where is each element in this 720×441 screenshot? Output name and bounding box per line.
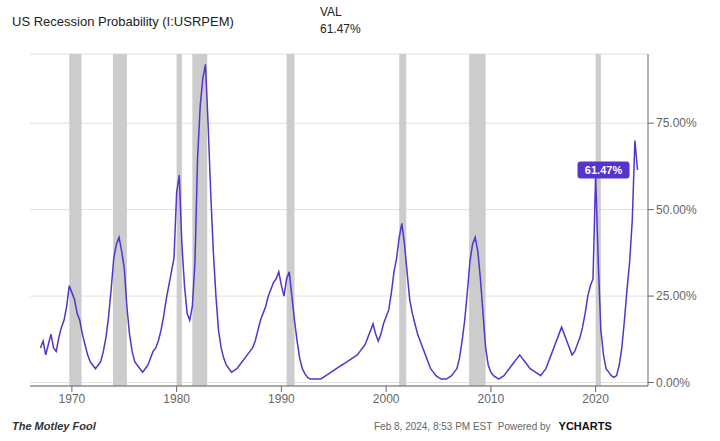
svg-text:50.00%: 50.00% — [656, 203, 697, 217]
svg-text:0.00%: 0.00% — [656, 376, 690, 390]
svg-text:2020: 2020 — [582, 392, 609, 406]
html-text:YCHARTS: YCHARTS — [558, 420, 612, 432]
svg-text:2010: 2010 — [478, 392, 505, 406]
svg-text:1980: 1980 — [163, 392, 190, 406]
svg-text:1970: 1970 — [59, 392, 86, 406]
svg-text:75.00%: 75.00% — [656, 116, 697, 130]
svg-text:2000: 2000 — [373, 392, 400, 406]
svg-text:61.47%: 61.47% — [585, 164, 623, 176]
html-text:US Recession Probability (I:US: US Recession Probability (I:USRPEM) — [12, 14, 234, 29]
html-text:The Motley Fool: The Motley Fool — [12, 420, 96, 432]
html-text:Feb 8, 2024, 8:53 PM EST Power: Feb 8, 2024, 8:53 PM EST Powered by — [374, 421, 551, 432]
html-text:VAL: VAL — [320, 5, 342, 19]
html-text:61.47%: 61.47% — [320, 22, 361, 36]
svg-text:25.00%: 25.00% — [656, 289, 697, 303]
svg-text:1990: 1990 — [268, 392, 295, 406]
